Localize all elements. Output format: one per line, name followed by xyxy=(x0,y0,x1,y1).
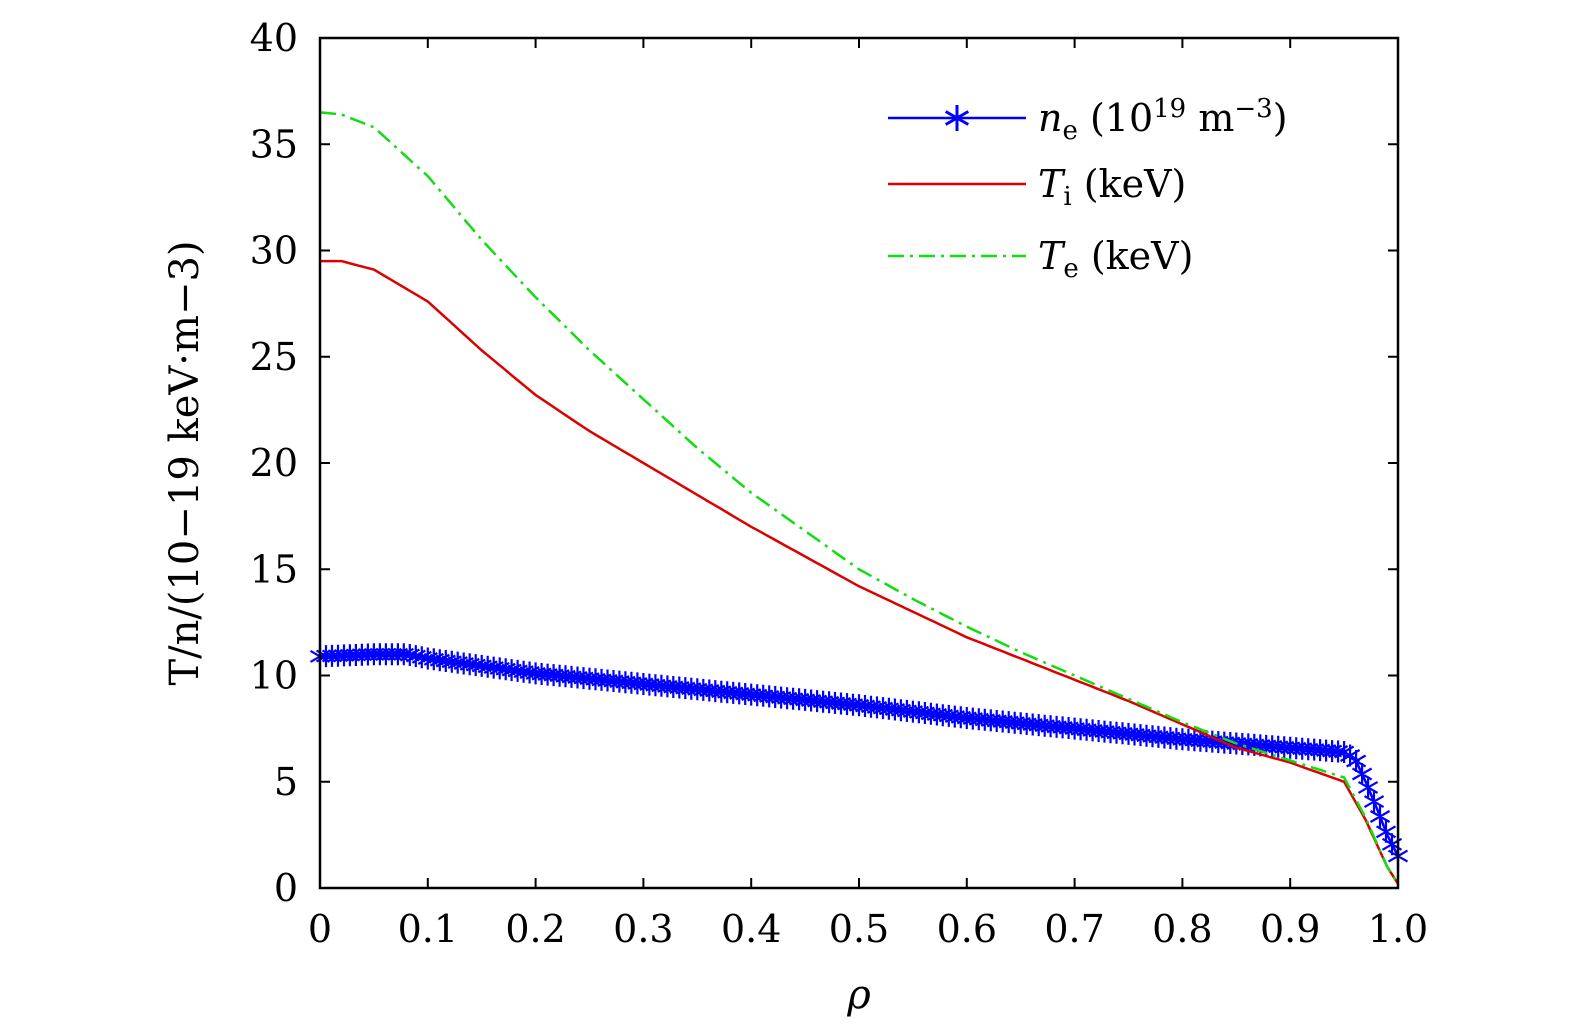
y-tick-label: 40 xyxy=(250,16,298,60)
y-tick-label: 5 xyxy=(274,760,298,804)
series-line xyxy=(320,259,1400,885)
y-axis-title: T/n/(10−19 keV·m−3) xyxy=(162,240,208,685)
y-tick-label: 0 xyxy=(274,866,298,910)
x-tick-label: 0.2 xyxy=(505,907,565,951)
x-tick-label: 0.7 xyxy=(1044,907,1104,951)
x-axis-title: ρ xyxy=(846,972,871,1018)
y-tick-label: 10 xyxy=(250,654,298,698)
y-tick-label: 30 xyxy=(250,229,298,273)
legend: ne (1019 m−3) Ti (keV) Te (keV) xyxy=(888,94,1288,284)
x-tick-label: 0.9 xyxy=(1260,907,1320,951)
series-ne xyxy=(309,643,1409,868)
x-tick-label: 0.4 xyxy=(721,907,781,951)
legend-label: Te (keV) xyxy=(1038,234,1193,284)
x-tick-label: 0.3 xyxy=(613,907,673,951)
y-tick-label: 25 xyxy=(250,335,298,379)
series-te xyxy=(319,111,1400,885)
series-ti xyxy=(320,259,1400,885)
plot-frame xyxy=(318,36,1400,890)
series-layer xyxy=(309,111,1409,885)
legend-entry: Te (keV) xyxy=(888,234,1193,284)
x-tick-label: 0.6 xyxy=(937,907,997,951)
ticks-layer: 0 0.1 0.2 0.3 0.4 0.5 0.6 0.7 0.8 0.9 1.0 0 5 10 15 20 2… xyxy=(250,16,1429,951)
y-tick-label: 20 xyxy=(250,441,298,485)
x-tick-label: 0 xyxy=(308,907,332,951)
y-tick-label: 15 xyxy=(250,547,298,591)
legend-label: Ti (keV) xyxy=(1038,162,1186,212)
x-tick-label: 0.5 xyxy=(829,907,889,951)
y-tick-label: 35 xyxy=(250,122,298,166)
legend-marker xyxy=(944,105,970,131)
series-line xyxy=(319,111,1400,885)
series-markers xyxy=(309,643,1409,868)
x-tick-label: 0.1 xyxy=(398,907,458,951)
legend-label: ne (1019 m−3) xyxy=(1038,94,1288,146)
legend-entry: ne (1019 m−3) xyxy=(888,94,1288,146)
x-tick-label: 0.8 xyxy=(1152,907,1212,951)
legend-entry: Ti (keV) xyxy=(888,162,1186,212)
series-line xyxy=(319,653,1400,857)
x-tick-label: 1.0 xyxy=(1368,907,1428,951)
